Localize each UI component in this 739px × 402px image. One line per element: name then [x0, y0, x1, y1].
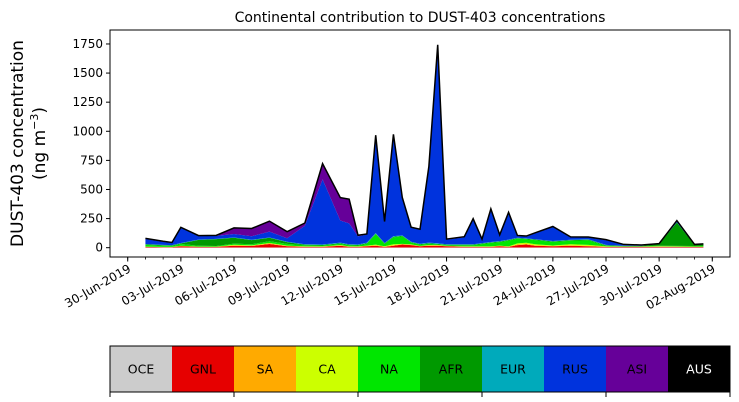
- legend-label-oce: OCE: [128, 362, 155, 377]
- legend-swatch-na: [358, 346, 420, 392]
- y-tick-label: 750: [80, 153, 103, 167]
- y-tick-label: 1000: [72, 124, 103, 138]
- legend-label-ca: CA: [318, 362, 336, 377]
- x-axis: 30-Jun-201903-Jul-201906-Jul-201909-Jul-…: [62, 257, 718, 312]
- legend-swatch-asi: [606, 346, 668, 392]
- legend-swatch-afr: [420, 346, 482, 392]
- legend-swatch-gnl: [172, 346, 234, 392]
- area-afr: [145, 222, 704, 247]
- legend-swatch-eur: [482, 346, 544, 392]
- legend-swatch-rus: [544, 346, 606, 392]
- legend-swatch-ca: [296, 346, 358, 392]
- legend-swatch-sa: [234, 346, 296, 392]
- chart-title: Continental contribution to DUST-403 con…: [235, 10, 606, 26]
- legend-label-sa: SA: [257, 362, 274, 377]
- legend-label-gnl: GNL: [190, 362, 216, 377]
- y-tick-label: 1250: [72, 95, 103, 109]
- area-na: [145, 234, 704, 247]
- legend: OCE GNL SA CA NA AFR EUR RUS ASI AUS: [109, 345, 731, 397]
- legend-swatch-aus: [668, 346, 730, 392]
- legend-label-afr: AFR: [439, 362, 464, 377]
- stacked-areas: [145, 44, 704, 248]
- legend-label-aus: AUS: [686, 362, 712, 377]
- legend-label-asi: ASI: [627, 362, 647, 377]
- legend-swatch-oce: [110, 346, 172, 392]
- y-tick-label: 1500: [72, 66, 103, 80]
- y-tick-label: 500: [80, 182, 103, 196]
- area-gnl: [145, 243, 704, 248]
- y-axis-label-line1: DUST-403 concentration: [8, 40, 28, 247]
- y-axis: 0 250 500 750 1000 1250 1500 1750: [72, 37, 110, 255]
- y-axis-label-line2: (ng m−3): [28, 107, 50, 180]
- y-axis-label: DUST-403 concentration (ng m−3): [8, 40, 50, 247]
- legend-frame: [109, 345, 731, 393]
- y-tick-label: 0: [95, 241, 103, 255]
- plot-frame: [109, 29, 731, 258]
- legend-label-na: NA: [380, 362, 398, 377]
- total-line: [145, 44, 704, 246]
- y-tick-label: 1750: [72, 37, 103, 51]
- y-tick-label: 250: [80, 212, 103, 226]
- area-sa: [145, 243, 704, 248]
- legend-label-rus: RUS: [562, 362, 588, 377]
- area-ca: [145, 242, 704, 247]
- area-rus: [145, 45, 704, 246]
- legend-label-eur: EUR: [500, 362, 526, 377]
